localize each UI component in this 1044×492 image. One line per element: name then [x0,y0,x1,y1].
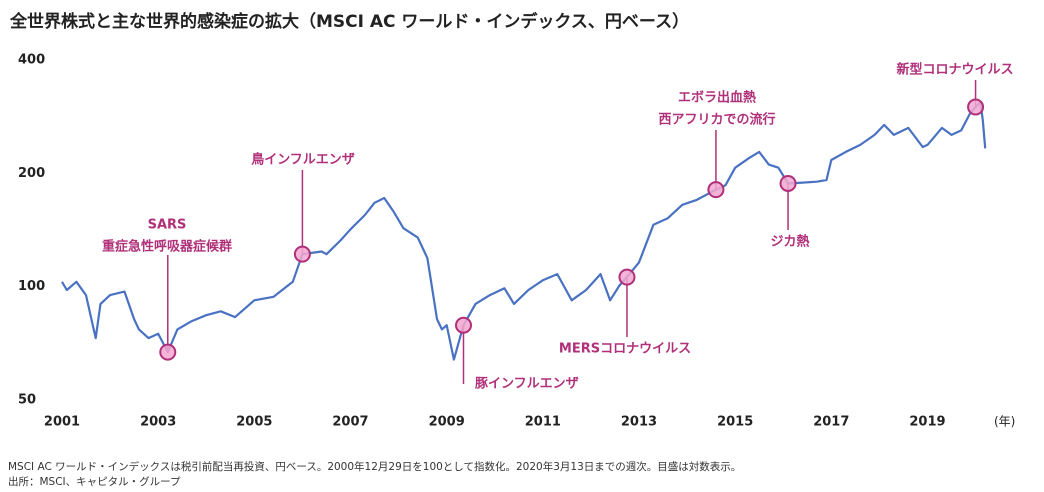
y-tick-label: 100 [18,279,45,294]
event-marker [967,98,985,116]
event-marker [618,268,636,286]
event-marker [293,245,311,263]
x-tick-label: 2019 [909,415,945,430]
x-tick-label: 2013 [621,415,657,430]
event-marker [454,316,472,334]
annotation: 豚インフルエンザ [475,377,579,392]
line [61,101,987,361]
x-tick-label: 2011 [525,415,561,430]
chart-title: 全世界株式と主な世界的感染症の拡大（MSCI AC ワールド・インデックス、円ベ… [9,11,689,32]
annotation: 西アフリカでの流行 [658,112,775,128]
annotation: SARS [148,218,187,233]
x-tick-label: 2001 [44,415,80,430]
x-tick-label: 2003 [140,415,176,430]
annotation: 鳥インフルエンザ [251,152,355,168]
event-marker [707,181,725,199]
x-tick-label: 2009 [429,415,465,430]
y-tick-label: 200 [18,166,45,181]
y-tick-label: 400 [18,53,45,68]
x-tick-label: 2005 [236,415,272,430]
x-tick-label: 2015 [717,415,753,430]
note: MSCI AC ワールド・インデックスは税引前配当再投資、円ベース。2000年1… [8,460,741,473]
note: 出所：MSCI、キャピタル・グループ [8,475,181,488]
x-tick-label: 2017 [813,415,849,430]
annotation: 重症急性呼吸器症候群 [102,239,232,255]
event-marker [779,174,797,192]
x-unit: (年) [994,415,1015,429]
annotation: エボラ出血熱 [678,90,756,106]
event-marker [159,343,177,361]
annotation: ジカ熱 [770,234,809,250]
annotation: 新型コロナウイルス [896,62,1013,78]
annotation: MERSコロナウイルス [559,342,691,357]
x-tick-label: 2007 [332,415,368,430]
y-tick-label: 50 [18,393,36,408]
